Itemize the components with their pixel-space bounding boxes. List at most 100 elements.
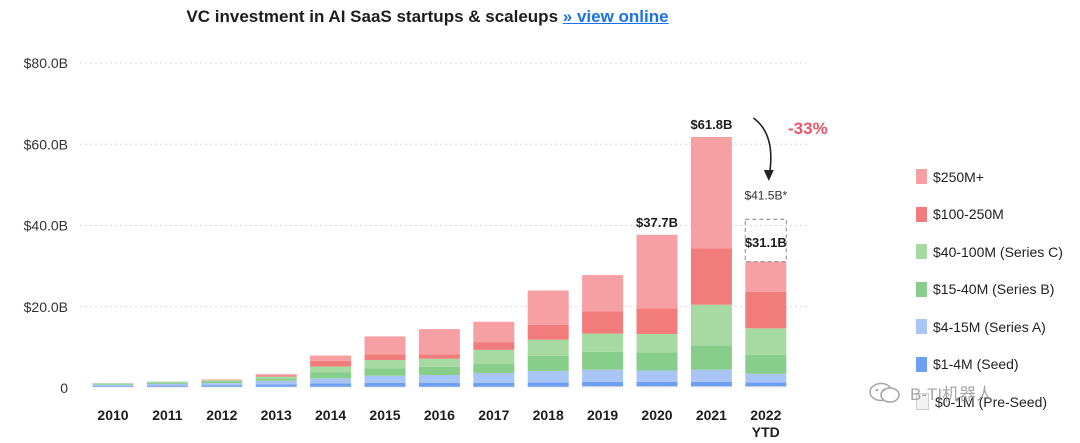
bar-segment	[636, 381, 678, 387]
legend-label: $0-1M (Pre-Seed)	[935, 393, 1048, 410]
watermark-text: B-TI机器人	[910, 385, 994, 404]
bar-segment	[745, 382, 787, 387]
x-tick-line: 2015	[369, 407, 400, 423]
y-tick-label: $60.0B	[24, 136, 68, 152]
chart-title: VC investment in AI SaaS startups & scal…	[0, 7, 855, 27]
bar-segment	[582, 311, 624, 334]
legend-label: $100-250M	[933, 206, 1004, 223]
bar-segment	[92, 386, 134, 388]
x-tick-line: 2020	[641, 407, 672, 423]
bar-segment	[473, 386, 515, 388]
bar-segment	[690, 386, 732, 388]
x-tick-label: 2018	[533, 407, 564, 423]
bar-segment	[364, 354, 406, 360]
x-tick-line: 2012	[206, 407, 237, 423]
bar-segment	[636, 352, 678, 371]
grid-lines	[80, 62, 810, 308]
legend-swatch	[916, 393, 929, 411]
x-tick-label: 2022 YTD	[750, 407, 781, 440]
bar-segment	[255, 378, 297, 381]
x-tick-label: 2013	[261, 407, 292, 423]
bar-segment	[582, 333, 624, 352]
bar-segment	[310, 378, 352, 384]
view-online-link[interactable]: » view online	[562, 7, 669, 26]
bar-segment	[255, 380, 297, 385]
x-tick-line: 2016	[424, 407, 455, 423]
x-tick-line: 2010	[97, 407, 128, 423]
legend-label: $4-15M (Series A)	[933, 318, 1046, 335]
x-axis: 2010 2011 2012 2013 2014 2015 2016 2017 2018 2019…	[97, 407, 781, 440]
bar-segment	[310, 386, 352, 388]
x-tick-label: 2017	[478, 407, 509, 423]
projection-label: $41.5B*	[744, 188, 787, 202]
bar-segment	[636, 234, 678, 309]
bar-segment	[418, 354, 460, 359]
bar-segment	[201, 383, 243, 386]
bar-segment	[527, 290, 569, 325]
bar-segment	[255, 376, 297, 379]
bar-segment	[582, 275, 624, 312]
bar-segment	[146, 381, 188, 383]
legend-swatch	[916, 244, 927, 260]
bar-segment	[418, 375, 460, 383]
legend-item[interactable]: $1-4M (Seed)	[916, 346, 1076, 384]
legend-swatch	[916, 206, 927, 222]
y-tick-label: 0	[60, 380, 68, 396]
stacked-bar-chart: 0$20.0B$40.0B$60.0B$80.0B 2010 2011 2012 20…	[24, 55, 828, 440]
legend-label: $1-4M (Seed)	[933, 356, 1019, 373]
x-tick-line: 2013	[261, 407, 292, 423]
bar-segment	[364, 368, 406, 376]
legend-item[interactable]: $100-250M	[916, 196, 1076, 234]
x-tick-label: 2021	[696, 407, 727, 423]
bar-segment	[582, 351, 624, 370]
x-tick-label: 2015	[369, 407, 400, 423]
x-tick-label: 2019	[587, 407, 618, 423]
change-arrow	[752, 117, 772, 179]
data-label: $31.1B	[745, 235, 787, 250]
bar-segment	[690, 381, 732, 387]
legend-item[interactable]: $40-100M (Series C)	[916, 233, 1076, 271]
x-tick-line: 2022	[750, 407, 781, 423]
bar-segment	[745, 261, 787, 292]
legend-item[interactable]: $15-40M (Series B)	[916, 271, 1076, 309]
y-tick-label: $20.0B	[24, 299, 68, 315]
x-tick-line: 2019	[587, 407, 618, 423]
bar-segment	[310, 355, 352, 361]
legend-item[interactable]: $250M+	[916, 158, 1076, 196]
bar-segment	[745, 291, 787, 329]
bar-segment	[745, 354, 787, 374]
bar-segment	[146, 383, 188, 386]
bar-segment	[473, 364, 515, 373]
bar-segment	[92, 383, 134, 385]
legend-swatch	[916, 169, 927, 185]
bar-segment	[92, 383, 134, 384]
bar-segment	[745, 328, 787, 355]
bars	[92, 136, 787, 388]
change-arrow-head	[763, 170, 774, 181]
legend-swatch	[916, 281, 927, 297]
bar-segment	[146, 386, 188, 388]
x-tick-label: 2011	[152, 407, 183, 423]
bar-segment	[255, 375, 297, 377]
bar-segment	[201, 379, 243, 381]
bar-segment	[690, 369, 732, 382]
bar-segment	[527, 355, 569, 371]
bar-segment	[364, 336, 406, 355]
change-percent-label: -33%	[788, 119, 828, 138]
bar-segment	[364, 375, 406, 383]
bar-segment	[473, 349, 515, 365]
bar-segment	[146, 382, 188, 384]
legend-item[interactable]: $4-15M (Series A)	[916, 308, 1076, 346]
bar-segment	[636, 308, 678, 334]
bar-segment	[636, 370, 678, 382]
x-tick-line: 2011	[152, 407, 183, 423]
x-tick-label: 2010	[97, 407, 128, 423]
bar-segment	[745, 373, 787, 383]
bar-segment	[418, 382, 460, 387]
legend-item[interactable]: $0-1M (Pre-Seed)	[916, 383, 1076, 421]
bar-segment	[636, 386, 678, 388]
bar-segment	[473, 342, 515, 350]
x-tick-line: YTD	[752, 424, 780, 440]
bar-segment	[527, 339, 569, 356]
bar-segment	[255, 374, 297, 376]
